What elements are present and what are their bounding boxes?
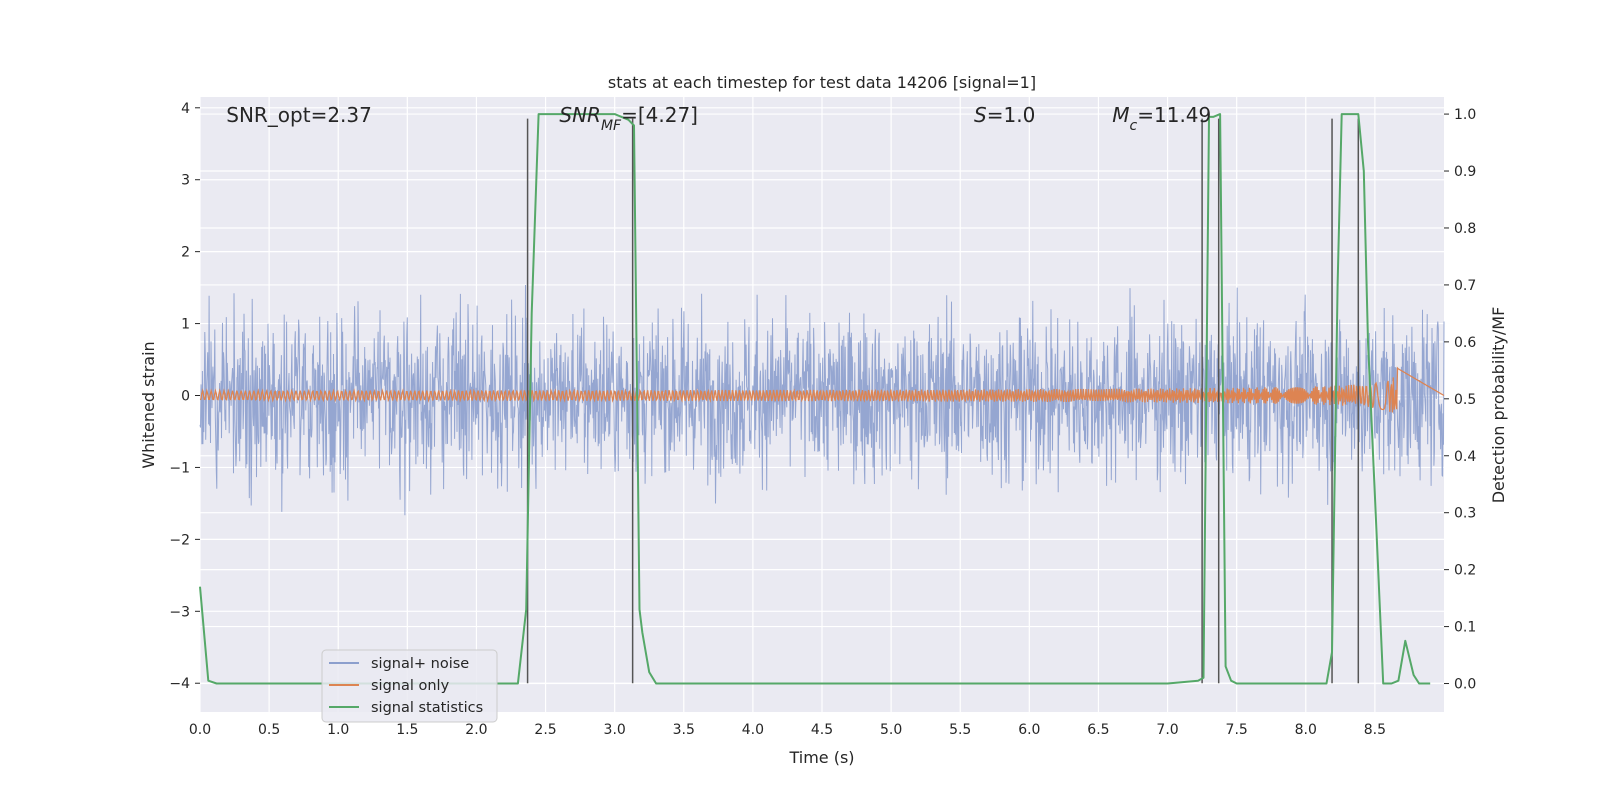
- chirp-trace: [199, 366, 1445, 413]
- y2-tick-label: 0.3: [1454, 506, 1476, 522]
- y-tick-label: 4: [181, 101, 190, 117]
- y2-tick-label: 0.0: [1454, 677, 1476, 693]
- noise-trace: [199, 284, 1445, 516]
- y2-tick-label: 0.7: [1454, 278, 1476, 294]
- x-tick-label: 1.0: [327, 722, 349, 738]
- annotation-snr-opt: SNR_opt=2.37: [226, 103, 372, 127]
- y-tick-label: 2: [181, 245, 190, 261]
- y2-tick-label: 0.5: [1454, 392, 1476, 408]
- y-tick-label: −1: [169, 460, 190, 476]
- x-tick-label: 3.0: [604, 722, 626, 738]
- y2-tick-label: 0.8: [1454, 221, 1476, 237]
- chart-title: stats at each timestep for test data 142…: [608, 73, 1036, 92]
- x-tick-label: 8.0: [1295, 722, 1317, 738]
- legend: signal+ noise signal only signal statist…: [321, 649, 498, 723]
- x-tick-label: 6.5: [1087, 722, 1109, 738]
- annotation-snr-mf: SNRMF=[4.27]: [559, 103, 698, 134]
- y2-tick-label: 1.0: [1454, 107, 1476, 123]
- x-tick-label: 5.5: [949, 722, 971, 738]
- x-tick-label: 8.5: [1364, 722, 1386, 738]
- y-axis-label: Whitened strain: [139, 341, 158, 468]
- annotations: SNR_opt=2.37 SNRMF=[4.27] S=1.0 Mc=11.49: [226, 103, 1211, 134]
- y-tick-label: −2: [169, 532, 190, 548]
- series-signal-statistics: [199, 113, 1431, 685]
- y2-tick-label: 0.4: [1454, 449, 1476, 465]
- y-tick-label: −4: [169, 676, 190, 692]
- annotation-mc-value: Mc=11.49: [1112, 103, 1211, 134]
- y2-tick-label: 0.9: [1454, 164, 1476, 180]
- legend-label-statistics: signal statistics: [371, 700, 483, 716]
- x-tick-label: 4.5: [811, 722, 833, 738]
- y-tick-label: 1: [181, 317, 190, 333]
- x-axis-label: Time (s): [788, 748, 854, 767]
- tick-labels: 0.0 0.5 1.0 1.5 2.0 2.5 3.0 3.5 4.0 4.5 5.0 5.5 6.0 6…: [169, 101, 1476, 738]
- legend-label-signal-only: signal only: [371, 678, 450, 694]
- y-tick-label: 0: [181, 389, 190, 405]
- y2-tick-label: 0.2: [1454, 563, 1476, 579]
- grid: [199, 97, 1444, 712]
- series-signal-plus-noise: [199, 284, 1445, 516]
- y2-tick-label: 0.1: [1454, 620, 1476, 636]
- x-tick-label: 4.0: [742, 722, 764, 738]
- x-tick-label: 0.5: [258, 722, 280, 738]
- x-tick-label: 7.0: [1156, 722, 1178, 738]
- x-tick-label: 2.5: [534, 722, 556, 738]
- x-tick-label: 3.5: [673, 722, 695, 738]
- annotation-s-value: S=1.0: [974, 103, 1035, 127]
- series-signal-only: [199, 366, 1445, 413]
- x-tick-label: 2.0: [465, 722, 487, 738]
- y2-axis-label: Detection probability/MF: [1489, 307, 1508, 504]
- x-tick-label: 6.0: [1018, 722, 1040, 738]
- legend-label-noise: signal+ noise: [371, 656, 469, 672]
- x-tick-label: 0.0: [189, 722, 211, 738]
- x-tick-label: 7.5: [1226, 722, 1248, 738]
- x-tick-label: 1.5: [396, 722, 418, 738]
- x-tick-label: 5.0: [880, 722, 902, 738]
- legend-box: [321, 649, 498, 723]
- y-tick-label: −3: [169, 604, 190, 620]
- y-tick-label: 3: [181, 173, 190, 189]
- statistics-trace: [199, 113, 1431, 685]
- y2-tick-label: 0.6: [1454, 335, 1476, 351]
